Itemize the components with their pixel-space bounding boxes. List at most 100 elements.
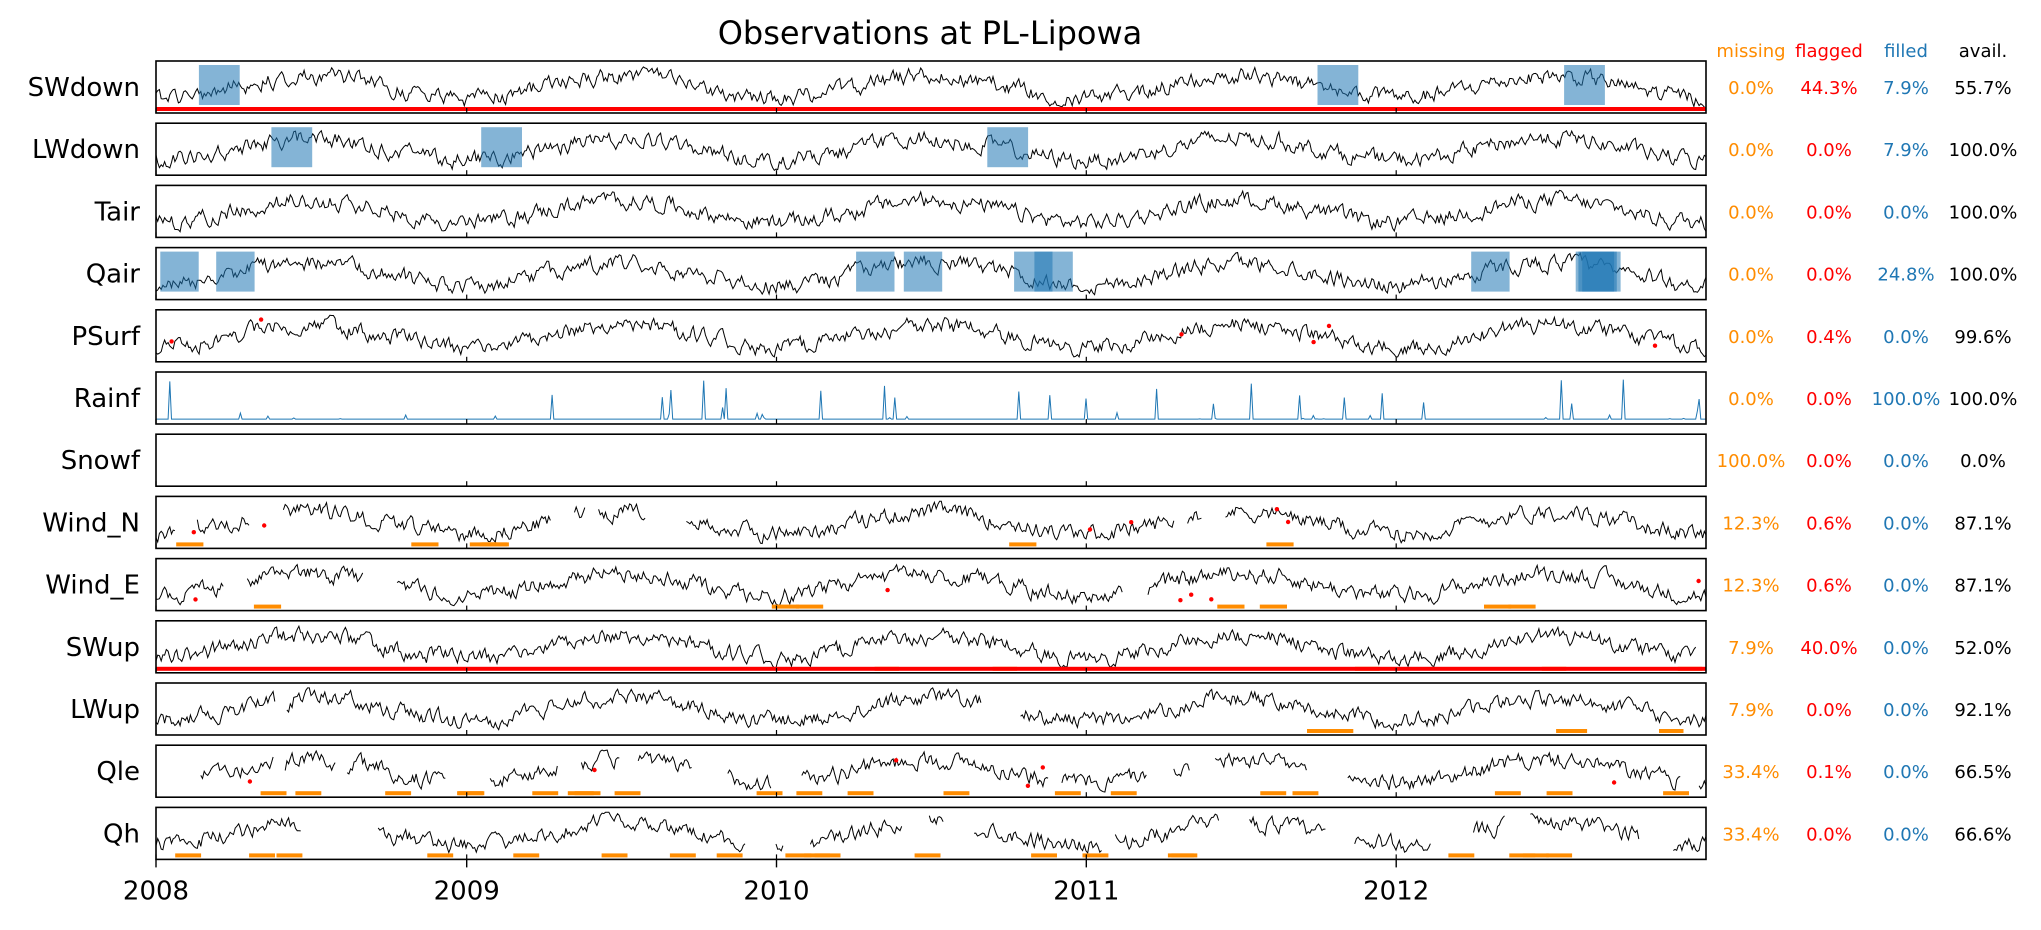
panel-frame-qair — [155, 246, 1707, 301]
variable-label-qle: Qle — [96, 757, 140, 787]
stat-flagged-wind-n: 0.6% — [1806, 513, 1852, 534]
flagged-point — [1326, 323, 1332, 329]
flagged-point — [1285, 519, 1291, 525]
stat-flagged-qle: 0.1% — [1806, 762, 1852, 783]
missing-segment — [847, 791, 874, 796]
missing-segment — [943, 791, 970, 796]
stat-missing-psurf: 0.0% — [1728, 327, 1774, 348]
missing-segment — [253, 604, 282, 609]
missing-segment — [1509, 853, 1536, 858]
missing-segment — [669, 853, 696, 858]
flagged-point — [258, 317, 264, 322]
stat-filled-wind-n: 0.0% — [1883, 513, 1929, 534]
stat-avail-wind-e: 87.1% — [1954, 576, 2011, 597]
missing-segment — [601, 853, 628, 858]
stat-avail-rainf: 100.0% — [1949, 389, 2018, 410]
chart-title: Observations at PL-Lipowa — [718, 14, 1143, 52]
stat-flagged-qh: 0.0% — [1806, 824, 1852, 845]
filled-segment — [271, 127, 313, 168]
panel-qle: Qle — [96, 744, 1707, 799]
flagged-point — [169, 339, 174, 344]
stat-avail-wind-n: 87.1% — [1954, 513, 2011, 534]
missing-segment — [1110, 791, 1137, 796]
series-line-wind-n — [155, 500, 1707, 545]
panel-qh: Qh — [103, 806, 1707, 861]
series-line-tair — [155, 189, 1707, 233]
stat-flagged-rainf: 0.0% — [1806, 389, 1852, 410]
panel-frame-swup — [155, 619, 1707, 674]
flagged-point — [1696, 578, 1701, 584]
missing-segment — [614, 791, 641, 796]
stat-filled-tair: 0.0% — [1883, 202, 1929, 223]
stat-avail-qair: 100.0% — [1949, 265, 2018, 286]
stat-missing-lwdown: 0.0% — [1728, 140, 1774, 161]
stat-filled-psurf: 0.0% — [1883, 327, 1929, 348]
stat-filled-snowf: 0.0% — [1883, 451, 1929, 472]
stat-missing-wind-n: 12.3% — [1722, 513, 1779, 534]
missing-segment — [716, 853, 743, 858]
panel-frame-wind-e — [155, 557, 1707, 612]
variable-label-swup: SWup — [66, 633, 140, 663]
stat-missing-lwup: 7.9% — [1728, 700, 1774, 721]
missing-segment — [1009, 542, 1037, 547]
variable-label-tair: Tair — [94, 197, 141, 227]
series-line-psurf — [155, 314, 1707, 359]
missing-segment — [1508, 604, 1536, 609]
stat-filled-lwdown: 7.9% — [1883, 140, 1929, 161]
panel-rainf: Rainf — [74, 371, 1707, 425]
variable-label-psurf: PSurf — [71, 322, 140, 352]
missing-segment — [785, 853, 812, 858]
missing-segment — [796, 791, 823, 796]
panel-snowf: Snowf — [61, 433, 1707, 488]
missing-segment — [796, 604, 824, 609]
missing-segment — [1082, 853, 1109, 858]
panel-frame-wind-n — [155, 495, 1707, 550]
missing-segment — [1259, 604, 1287, 609]
filled-segment — [481, 127, 522, 168]
panel-frame-swdown — [155, 60, 1707, 114]
stat-avail-lwup: 92.1% — [1954, 700, 2011, 721]
stat-filled-swdown: 7.9% — [1883, 78, 1929, 99]
panels: SWdown LWdown Tair Qair PSurf Rainf Snowf Wind_… — [28, 60, 1707, 861]
panel-swup: SWup — [66, 619, 1707, 674]
series-line-qh — [155, 811, 1707, 855]
panel-frame-qh — [155, 806, 1707, 861]
flagged-point — [893, 758, 899, 763]
flagged-point — [1611, 780, 1617, 785]
series-line-rainf — [156, 379, 1706, 420]
filled-segment — [1034, 251, 1073, 292]
stat-flagged-psurf: 0.4% — [1806, 327, 1852, 348]
missing-segment — [1328, 729, 1354, 733]
missing-segment — [385, 791, 412, 796]
missing-segment — [1546, 853, 1573, 858]
filled-segment — [1317, 65, 1359, 105]
panel-qair: Qair — [86, 246, 1707, 301]
variable-label-lwup: LWup — [70, 695, 140, 725]
panel-lwdown: LWdown — [32, 122, 1707, 176]
panel-psurf: PSurf — [71, 308, 1707, 363]
missing-segment — [176, 542, 204, 547]
flagged-point — [193, 597, 198, 602]
flagged-point — [1652, 343, 1658, 348]
stat-flagged-lwdown: 0.0% — [1806, 140, 1852, 161]
flagged-band — [156, 107, 1706, 111]
stats-header-missing: missing — [1716, 41, 1785, 62]
stat-avail-qh: 66.6% — [1954, 824, 2011, 845]
flagged-point — [1129, 520, 1134, 525]
filled-segment — [903, 251, 943, 292]
stat-avail-swdown: 55.7% — [1954, 78, 2011, 99]
stat-flagged-qair: 0.0% — [1806, 265, 1852, 286]
missing-segment — [532, 791, 559, 796]
missing-segment — [1260, 791, 1287, 796]
missing-segment — [295, 791, 322, 796]
series-line-lwup — [155, 687, 1707, 732]
stat-flagged-wind-e: 0.6% — [1806, 576, 1852, 597]
stat-avail-snowf: 0.0% — [1960, 451, 2006, 472]
stat-flagged-swup: 40.0% — [1800, 638, 1857, 659]
panel-frame-lwup — [155, 682, 1707, 736]
panel-lwup: LWup — [70, 682, 1707, 736]
flagged-point — [191, 530, 196, 535]
filled-segment — [1564, 65, 1605, 105]
missing-segment — [1031, 853, 1057, 858]
